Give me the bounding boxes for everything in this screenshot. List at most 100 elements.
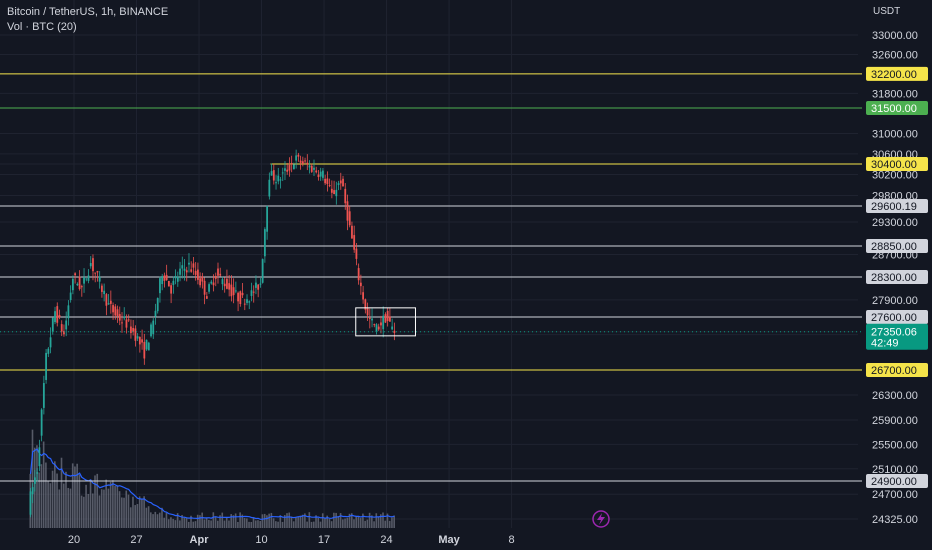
candle-body <box>250 290 253 296</box>
volume-bar <box>306 521 308 528</box>
volume-bar <box>268 513 270 528</box>
volume-bar <box>112 480 114 528</box>
candle-body <box>328 185 331 187</box>
volume-bar <box>60 457 63 528</box>
candle-body <box>310 165 313 172</box>
candle-body <box>147 342 150 351</box>
volume-bar <box>56 473 58 528</box>
volume-bar <box>350 513 353 528</box>
volume-ma-line <box>29 448 395 520</box>
candle-body <box>277 175 280 182</box>
candle-body <box>208 284 210 292</box>
x-tick-label: 8 <box>509 534 515 546</box>
candle-body <box>125 319 128 328</box>
candle-body <box>344 188 347 204</box>
volume-bar <box>384 520 387 528</box>
time-axis[interactable]: 20 27 Apr 10 17 24 May 8 <box>68 534 515 546</box>
volume-indicator-title: Vol · BTC (20) <box>7 21 77 33</box>
candle-body <box>377 326 380 330</box>
level-label-text: 27600.00 <box>871 312 917 324</box>
candle-body <box>40 409 43 436</box>
candle-body <box>237 292 239 302</box>
candle-body <box>346 201 349 221</box>
volume-bar <box>326 515 328 528</box>
candle-body <box>130 326 132 334</box>
candle-body <box>286 169 289 172</box>
candle-body <box>366 307 369 316</box>
volume-bar <box>219 515 221 528</box>
volume-bar <box>74 466 76 528</box>
volume-bar <box>281 521 284 528</box>
candle-body <box>45 352 47 380</box>
candle-body <box>154 310 157 317</box>
level-label: 27600.00 <box>866 310 928 324</box>
candle-body <box>375 324 378 332</box>
volume-bar <box>87 494 90 528</box>
volume-bar <box>232 515 235 528</box>
x-tick-label: 10 <box>255 534 267 546</box>
level-lines <box>0 73 862 482</box>
volume-bar <box>71 463 74 528</box>
candle-body <box>159 278 161 294</box>
candle-body <box>190 269 193 272</box>
candle-body <box>214 275 217 279</box>
candle-body <box>176 276 179 282</box>
candle-body <box>261 259 264 283</box>
volume-bar <box>312 521 315 528</box>
volume-bar <box>94 475 96 528</box>
candle-body <box>226 278 228 289</box>
candle-body <box>188 262 190 265</box>
x-tick-label: Apr <box>190 534 210 546</box>
volume-bar <box>36 445 38 528</box>
candle-body <box>80 286 83 288</box>
candle-body <box>230 284 233 297</box>
volume-bar <box>103 489 105 528</box>
candle-body <box>217 268 219 276</box>
flash-icon[interactable] <box>592 510 610 528</box>
candle-body <box>145 339 148 350</box>
volume-bar <box>83 496 85 528</box>
candle-body <box>179 268 181 275</box>
volume-bar <box>143 496 145 528</box>
candle-body <box>163 275 166 281</box>
y-tick-label: 25100.00 <box>872 464 918 476</box>
volume-bar <box>38 472 40 528</box>
candle-body <box>138 337 141 345</box>
level-label-text: 29600.19 <box>871 201 917 213</box>
candle-body <box>60 324 63 332</box>
level-label: 30400.00 <box>866 157 928 171</box>
volume-bar <box>107 488 110 528</box>
volume-bar <box>377 517 380 528</box>
candle-body <box>29 491 32 515</box>
volume-bar <box>69 488 72 528</box>
volume-bar <box>250 521 253 528</box>
candle-body <box>364 299 367 310</box>
volume-bar <box>373 521 375 528</box>
volume-bar <box>45 462 47 528</box>
candle-body <box>69 292 72 301</box>
candle-body <box>183 268 186 271</box>
consolidation-box[interactable] <box>355 307 416 337</box>
candle-body <box>322 170 324 178</box>
candle-body <box>105 294 108 306</box>
volume-bar <box>163 517 166 528</box>
candle-body <box>232 287 235 296</box>
volume-bar <box>114 485 116 528</box>
volume-bar <box>181 514 183 528</box>
volume-bar <box>248 521 250 528</box>
candle-body <box>263 229 266 257</box>
candle-body <box>268 179 271 197</box>
candle-body <box>185 270 188 273</box>
volume-bar <box>237 521 239 528</box>
volume-bar <box>172 518 174 528</box>
volume-bar <box>234 513 237 528</box>
level-label: 26700.00 <box>866 363 928 377</box>
candle-body <box>174 276 177 279</box>
x-tick-label: 27 <box>130 534 142 546</box>
volume-bar <box>382 512 384 528</box>
volume-bar <box>368 512 371 528</box>
volume-bar <box>127 494 130 528</box>
candle-body <box>223 283 226 287</box>
